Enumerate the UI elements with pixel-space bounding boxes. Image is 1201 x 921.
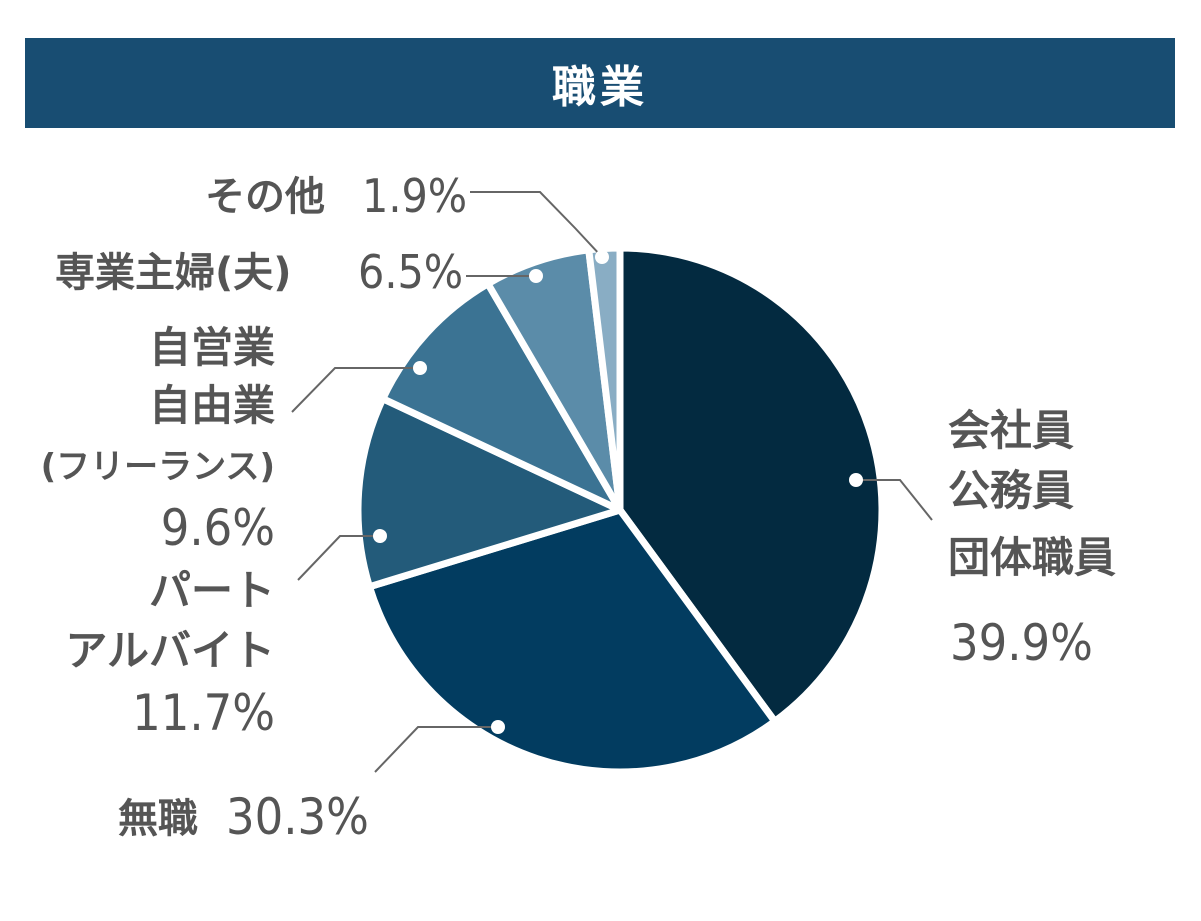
slice-label-3-line-0: 自営業 <box>149 323 275 372</box>
slice-label-4: 専業主婦(夫) <box>55 250 292 296</box>
leader-dot-5 <box>595 250 609 264</box>
leader-dot-2 <box>373 529 387 543</box>
leader-dot-3 <box>413 361 427 375</box>
slice-label-0-line-2: 団体職員 <box>948 533 1116 582</box>
leader-dot-0 <box>849 473 863 487</box>
slice-percent-1: 30.3% <box>226 788 369 846</box>
slice-label-1: 無職 <box>118 796 198 842</box>
slice-label-3-line-1: 自由業 <box>149 381 275 430</box>
leader-line-1 <box>374 726 498 773</box>
leader-line-2 <box>297 535 380 581</box>
slice-label-2-line-0: パート <box>149 566 275 615</box>
slice-label-0-line-1: 公務員 <box>948 466 1074 515</box>
chart-title-bar: 職業 <box>25 38 1175 128</box>
pie-slice-1 <box>365 506 779 776</box>
pie-slice-3 <box>379 280 624 514</box>
leader-dot-1 <box>491 720 505 734</box>
slice-percent-2: 11.7% <box>132 684 275 742</box>
slice-label-5: その他 <box>205 174 325 220</box>
pie-slice-2 <box>354 395 624 591</box>
slice-percent-4: 6.5% <box>358 245 463 299</box>
leader-line-5 <box>470 191 603 258</box>
chart-title: 職業 <box>552 62 648 113</box>
slice-percent-5: 1.9% <box>362 169 467 223</box>
slice-percent-0: 39.9% <box>950 614 1093 672</box>
pie-slice-0 <box>616 244 886 725</box>
slice-percent-3: 9.6% <box>161 499 275 557</box>
slice-label-3-line-2: (フリーランス) <box>41 447 275 487</box>
pie-slice-5 <box>585 244 624 514</box>
leader-line-3 <box>291 367 420 413</box>
slice-label-2-line-1: アルバイト <box>65 626 275 675</box>
slice-label-0-line-0: 会社員 <box>948 406 1074 455</box>
leader-dot-4 <box>529 269 543 283</box>
leader-line-0 <box>856 479 933 521</box>
